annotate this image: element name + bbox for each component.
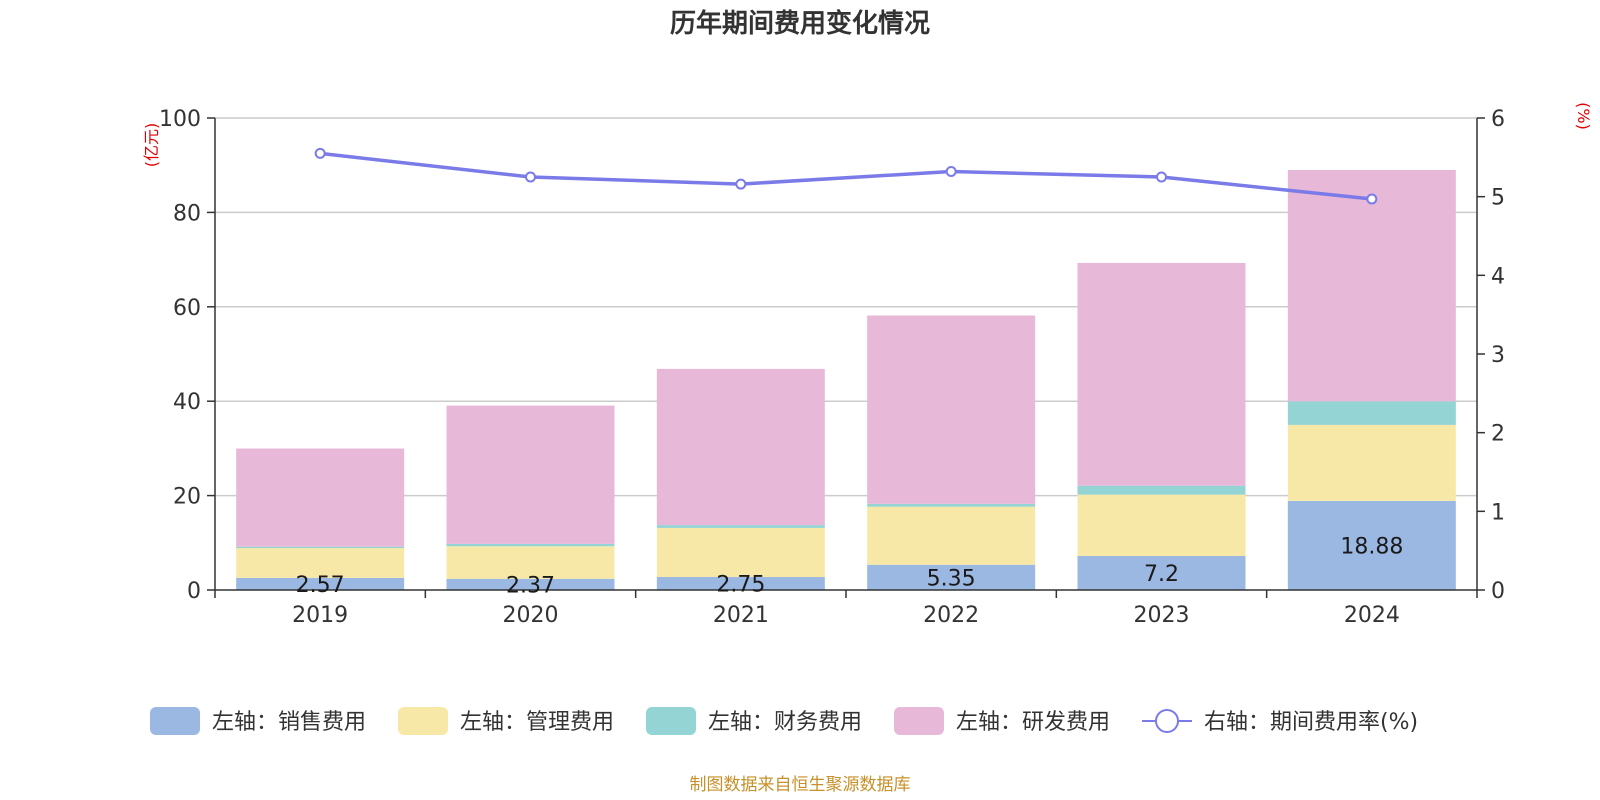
right-tick-label: 5 xyxy=(1491,186,1505,211)
left-tick-label: 60 xyxy=(173,296,201,321)
bar-segment xyxy=(1077,556,1246,590)
left-tick-label: 80 xyxy=(173,201,201,226)
bar-value-label: 2.75 xyxy=(716,573,765,598)
x-tick-label: 2021 xyxy=(713,603,769,628)
bar-segment xyxy=(1287,500,1456,590)
bar-segment xyxy=(656,527,825,578)
rate-line-path xyxy=(319,151,1373,201)
bar-segment xyxy=(236,546,405,549)
bar-segment xyxy=(867,564,1036,590)
bar-segment xyxy=(1287,424,1456,501)
bar-segment xyxy=(236,448,405,547)
right-tick-label: 1 xyxy=(1491,500,1505,525)
bar-segment xyxy=(867,506,1036,565)
bar-segment xyxy=(867,503,1036,507)
bar-segment xyxy=(1077,485,1246,495)
bar-segment xyxy=(1287,401,1456,425)
right-tick-label: 0 xyxy=(1491,579,1505,604)
legend-label: 右轴：期间费用率(%) xyxy=(1204,710,1418,735)
left-axis-unit: (亿元) xyxy=(142,123,161,168)
bars xyxy=(236,170,1456,590)
left-tick-label: 100 xyxy=(159,107,201,132)
legend-marker xyxy=(1155,709,1179,733)
grid xyxy=(215,117,1477,497)
legend-swatch xyxy=(646,707,696,735)
legend-swatch xyxy=(398,707,448,735)
right-tick-label: 2 xyxy=(1491,422,1505,447)
bar-segment xyxy=(446,578,615,590)
rate-point xyxy=(1366,193,1378,205)
bar-segment xyxy=(1077,494,1246,557)
rate-point xyxy=(735,178,747,190)
data-source: 制图数据来自恒生聚源数据库 xyxy=(690,775,911,795)
bar-segment xyxy=(446,546,615,579)
legend: 左轴：销售费用 左轴：管理费用 左轴：财务费用 左轴：研发费用 右轴：期间费用率(%) xyxy=(150,707,1418,735)
bar-segment xyxy=(656,368,825,526)
left-tick-label: 20 xyxy=(173,485,201,510)
bar-segment xyxy=(656,577,825,590)
bar-value-label: 18.88 xyxy=(1340,534,1403,559)
bar-segment xyxy=(867,315,1036,504)
right-tick-label: 4 xyxy=(1491,264,1505,289)
right-axis-unit: (%) xyxy=(1574,102,1593,130)
left-tick-label: 0 xyxy=(187,579,201,604)
left-tick-label: 40 xyxy=(173,390,201,415)
legend-label: 左轴：管理费用 xyxy=(460,710,614,735)
bar-segment xyxy=(656,525,825,528)
right-tick-label: 3 xyxy=(1491,343,1505,368)
bar-segment xyxy=(236,548,405,578)
bar-segment xyxy=(1077,262,1246,486)
bar-value-label: 7.2 xyxy=(1144,562,1179,587)
bar-labels: 2.57 2.37 2.75 5.35 7.2 18.88 xyxy=(296,534,1404,598)
legend-swatch xyxy=(150,707,200,735)
legend-label: 左轴：研发费用 xyxy=(956,710,1110,735)
bar-value-label: 2.37 xyxy=(506,573,555,598)
bar-segment xyxy=(236,577,405,590)
bar-segment xyxy=(1287,170,1456,402)
legend-label: 左轴：销售费用 xyxy=(212,710,366,735)
bar-value-label: 5.35 xyxy=(927,566,976,591)
x-tick-label: 2024 xyxy=(1344,603,1400,628)
bar-segment xyxy=(446,543,615,547)
bar-value-label: 2.57 xyxy=(296,573,345,598)
rate-line xyxy=(314,147,1378,205)
legend-label: 左轴：财务费用 xyxy=(708,710,862,735)
x-tick-label: 2019 xyxy=(292,603,348,628)
right-tick-label: 6 xyxy=(1491,107,1505,132)
x-tick-label: 2023 xyxy=(1134,603,1190,628)
rate-point xyxy=(945,165,957,177)
x-tick-label: 2020 xyxy=(503,603,559,628)
legend-swatch xyxy=(894,707,944,735)
rate-point xyxy=(525,171,536,183)
rate-point xyxy=(1156,171,1167,183)
x-tick-label: 2022 xyxy=(923,603,979,628)
axes: 0 20 40 60 80 100 0 1 2 3 4 5 6 2019 2020 2021 2022 2023 2… xyxy=(159,107,1505,628)
bar-segment xyxy=(446,405,615,544)
chart-title: 历年期间费用变化情况 xyxy=(670,8,930,39)
rate-point xyxy=(314,147,326,159)
